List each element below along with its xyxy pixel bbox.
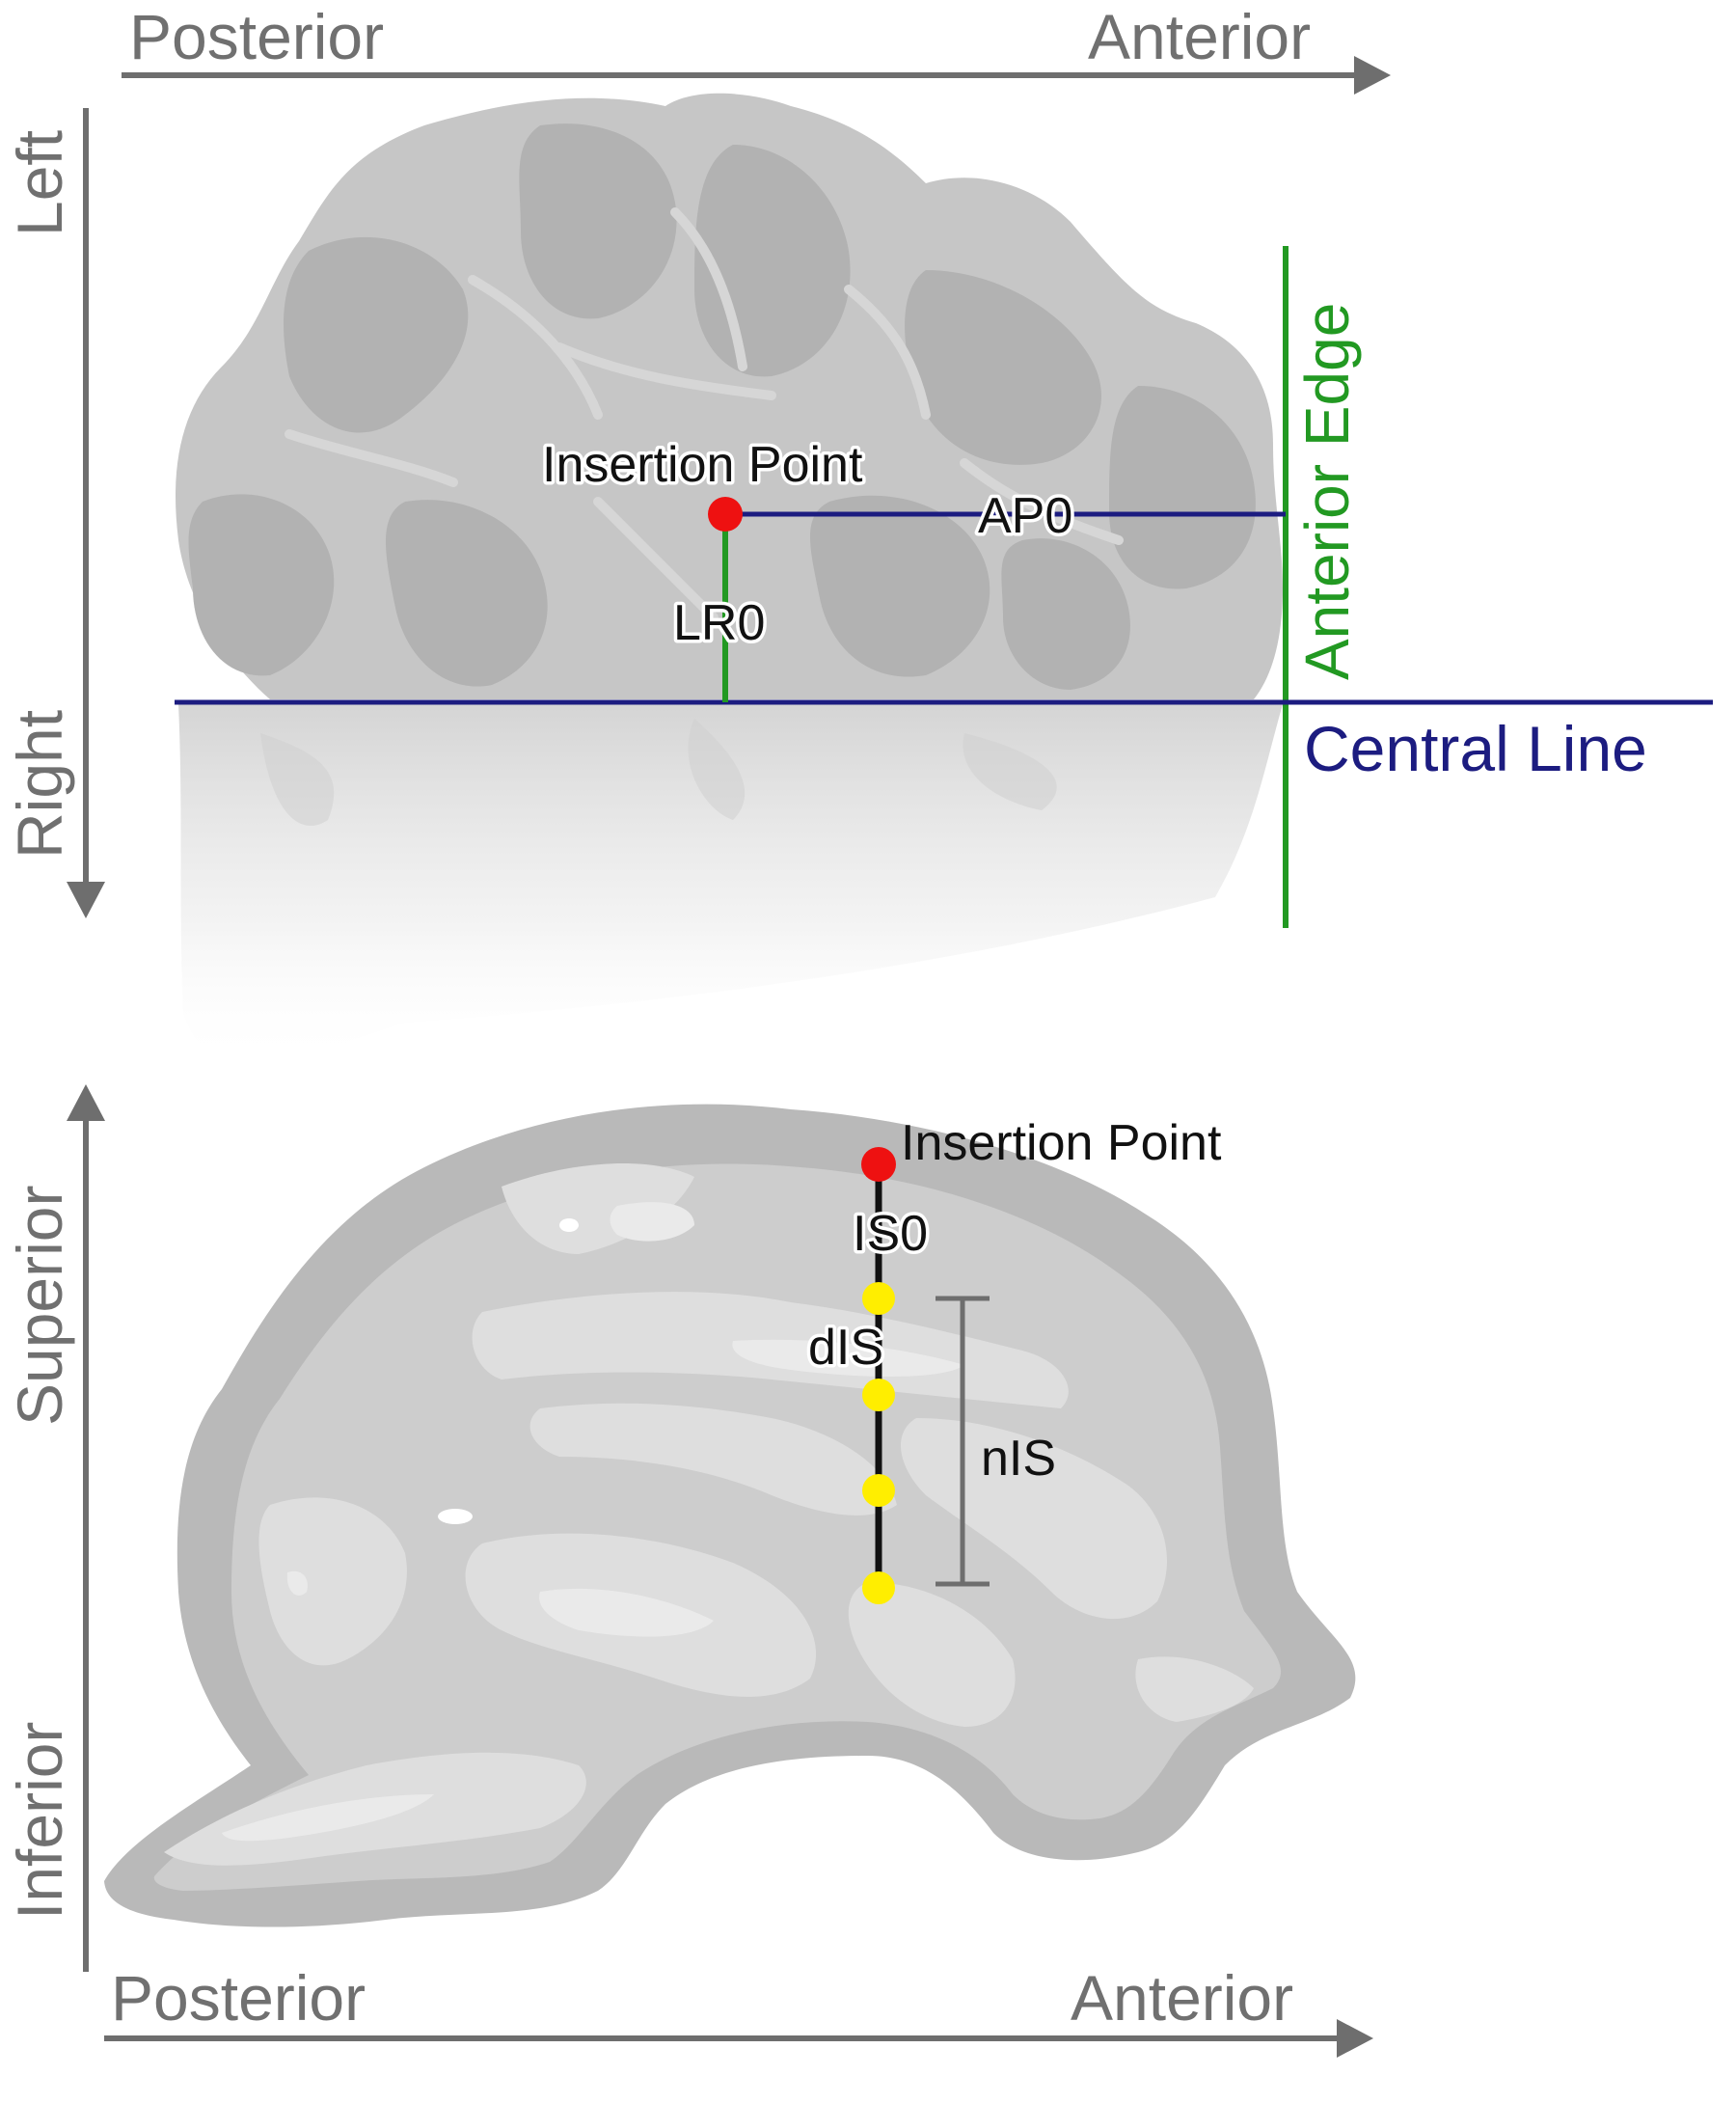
side-y-axis-arrowhead [67,1084,105,1121]
insertion-point-top [708,497,743,532]
electrode-contact [862,1379,895,1411]
dis-label: dIS [808,1320,883,1376]
side-x-start-label: Posterior [111,1962,366,2034]
side-view-highlights [222,1202,964,1842]
top-x-end-label: Anterior [1088,1,1311,72]
insertion-point-side [861,1147,896,1182]
side-x-end-label: Anterior [1071,1962,1293,2034]
side-view-spots [438,1218,579,1524]
anterior-edge-label: Anterior Edge [1292,303,1362,680]
insertion-point-top-label: Insertion Point [542,437,863,493]
insertion-point-side-label: Insertion Point [901,1115,1222,1171]
top-view-gyri [285,207,1124,622]
electrode-contact [862,1474,895,1507]
electrode-contact [862,1571,895,1604]
top-view-sulci [188,123,1256,690]
electrode-contact [862,1282,895,1315]
lr0-label: LR0 [673,595,765,651]
ap0-label: AP0 [978,488,1072,544]
top-y-end-label: Right [4,710,75,859]
side-x-axis-arrowhead [1337,2019,1373,2058]
is0-label: IS0 [853,1206,928,1262]
top-view: Anterior Edge Central Line AP0 LR0 Inser… [4,1,1713,1066]
side-view: nIS Insertion Point IS0 dIS Superior Inf… [4,1084,1373,2058]
nis-label: nIS [981,1431,1056,1487]
side-y-top-label: Superior [4,1186,75,1426]
top-x-start-label: Posterior [129,1,384,72]
top-x-axis-arrowhead [1354,56,1391,95]
top-y-start-label: Left [4,130,75,236]
reflection-sulci [260,719,1057,826]
nis-bracket [936,1296,990,1587]
top-y-axis-arrowhead [67,882,105,918]
side-y-bottom-label: Inferior [4,1722,75,1920]
central-line-label: Central Line [1304,713,1647,784]
